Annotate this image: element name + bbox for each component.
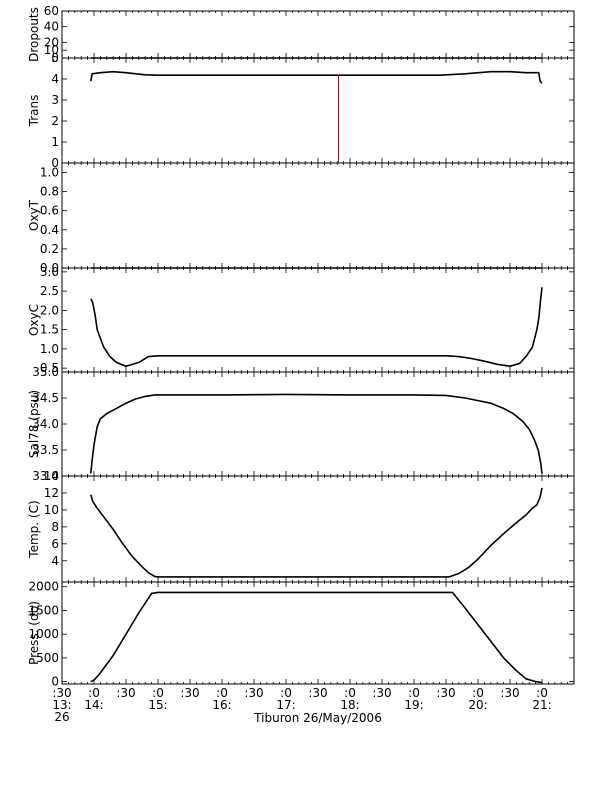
panel-oxyc-ytick-label: 3.0 xyxy=(40,265,59,279)
x-tick-label: :30 xyxy=(52,686,71,700)
x-tick-label: :30 xyxy=(308,686,327,700)
panel-salinity-ytick-label: 33.0 xyxy=(32,469,59,483)
panel-dropouts-ylabel: Dropouts xyxy=(27,7,41,62)
x-tick-hour-label: 18: xyxy=(340,698,359,712)
panel-pressure-ylabel: Press. (db) xyxy=(27,601,41,665)
panel-temperature-ytick-label: 6 xyxy=(51,537,59,551)
panel-temperature-ytick-label: 12 xyxy=(44,486,59,500)
x-tick-label: :30 xyxy=(500,686,519,700)
panel-dropouts-ytick-label: 40 xyxy=(44,20,59,34)
panel-salinity-series-0 xyxy=(90,393,543,474)
x-tick-hour-label: 13: xyxy=(52,698,71,712)
panel-salinity-ytick-label: 35.0 xyxy=(32,365,59,379)
x-tick-label: :30 xyxy=(116,686,135,700)
panel-trans-ytick-label: 1 xyxy=(51,135,59,149)
panel-salinity-frame xyxy=(61,371,575,477)
panel-oxyc-ytick-label: 0.5 xyxy=(40,361,59,375)
panel-temperature-ytick-label: 10 xyxy=(44,503,59,517)
panel-dropouts-ytick-label: 10 xyxy=(44,43,59,57)
panel-oxyc-ytick-label: 1.5 xyxy=(40,323,59,337)
x-tick-label: :0 xyxy=(216,686,228,700)
panel-dropouts-ytick-label: 0 xyxy=(51,51,59,65)
y-axis-labels: 010204060Dropouts012345Trans0.00.20.40.6… xyxy=(27,4,59,689)
panel-trans-ytick-label: 5 xyxy=(51,51,59,65)
panel-dropouts-ytick-label: 20 xyxy=(44,35,59,49)
panel-trans-ylabel: Trans xyxy=(27,95,41,128)
panel-oxyt-ytick-label: 1.0 xyxy=(40,166,59,180)
x-tick-hour-label: 21: xyxy=(532,698,551,712)
panel-temperature-ylabel: Temp. (C) xyxy=(27,500,41,558)
panel-temperature-ytick-label: 4 xyxy=(51,554,59,568)
panel-oxyc-ylabel: OxyC xyxy=(27,304,41,336)
panel-pressure-ytick-label: 0 xyxy=(51,675,59,689)
panel-oxyc-ytick-label: 1.0 xyxy=(40,342,59,356)
x-tick-label: :30 xyxy=(372,686,391,700)
panel-pressure-series-0 xyxy=(90,591,543,684)
x-tick-label: :30 xyxy=(244,686,263,700)
panel-temperature-ytick-label: 14 xyxy=(44,469,59,483)
x-tick-hour-label: 20: xyxy=(468,698,487,712)
panel-trans-ytick-label: 3 xyxy=(51,93,59,107)
panel-salinity-ylabel: Sal78 (psu) xyxy=(27,390,41,458)
x-axis-title: Tiburon 26/May/2006 xyxy=(253,711,382,725)
panel-frames xyxy=(61,10,575,685)
x-tick-hour-label: 17: xyxy=(276,698,295,712)
panel-salinity-ytick-label: 33.5 xyxy=(32,443,59,457)
panel-pressure-ytick-label: 2000 xyxy=(28,580,59,594)
panel-oxyt-ytick-label: 0.2 xyxy=(40,242,59,256)
panel-pressure-ytick-label: 1000 xyxy=(28,627,59,641)
x-tick-label: :0 xyxy=(88,686,100,700)
panel-oxyt-frame xyxy=(61,162,575,269)
panel-temperature-series-0 xyxy=(90,487,543,578)
panel-oxyt-ytick-label: 0.8 xyxy=(40,185,59,199)
panel-oxyt-ylabel: OxyT xyxy=(27,199,41,231)
data-layer xyxy=(90,57,543,684)
x-tick-hour-label: 14: xyxy=(84,698,103,712)
panel-trans-ytick-label: 4 xyxy=(51,72,59,86)
panel-oxyt-ytick-label: 0.6 xyxy=(40,204,59,218)
x-tick-label: :0 xyxy=(408,686,420,700)
x-axis: :3013:26:014::30:015::30:016::30:017::30… xyxy=(52,686,551,724)
x-tick-hour-label: 19: xyxy=(404,698,423,712)
x-tick-hour-label: 16: xyxy=(212,698,231,712)
x-tick-label: :30 xyxy=(180,686,199,700)
x-tick-day-label: 26 xyxy=(54,710,69,724)
panel-salinity-ytick-label: 34.0 xyxy=(32,417,59,431)
panel-pressure-ytick-label: 1500 xyxy=(28,603,59,617)
panel-dropouts-ytick-label: 60 xyxy=(44,4,59,18)
panel-salinity-ytick-label: 34.5 xyxy=(32,391,59,405)
x-tick-hour-label: 15: xyxy=(148,698,167,712)
x-tick-label: :0 xyxy=(536,686,548,700)
panel-trans-ytick-label: 2 xyxy=(51,114,59,128)
x-tick-label: :0 xyxy=(344,686,356,700)
panel-oxyt-ytick-label: 0.4 xyxy=(40,223,59,237)
panel-oxyc-ytick-label: 2.0 xyxy=(40,303,59,317)
panel-oxyc-ytick-label: 2.5 xyxy=(40,284,59,298)
panel-temperature-ytick-label: 8 xyxy=(51,520,59,534)
panel-trans-series-0 xyxy=(90,70,543,84)
panel-pressure-ytick-label: 500 xyxy=(36,651,59,665)
x-tick-label: :0 xyxy=(280,686,292,700)
panel-trans-ytick-label: 0 xyxy=(51,156,59,170)
x-tick-label: :0 xyxy=(472,686,484,700)
panel-dropouts-frame xyxy=(61,10,575,59)
panel-oxyc-series-0 xyxy=(90,287,543,368)
panel-pressure-frame xyxy=(61,581,575,685)
panel-temperature-frame xyxy=(61,475,575,583)
x-tick-label: :0 xyxy=(152,686,164,700)
x-tick-label: :30 xyxy=(436,686,455,700)
panel-oxyt-ytick-label: 0.0 xyxy=(40,261,59,275)
